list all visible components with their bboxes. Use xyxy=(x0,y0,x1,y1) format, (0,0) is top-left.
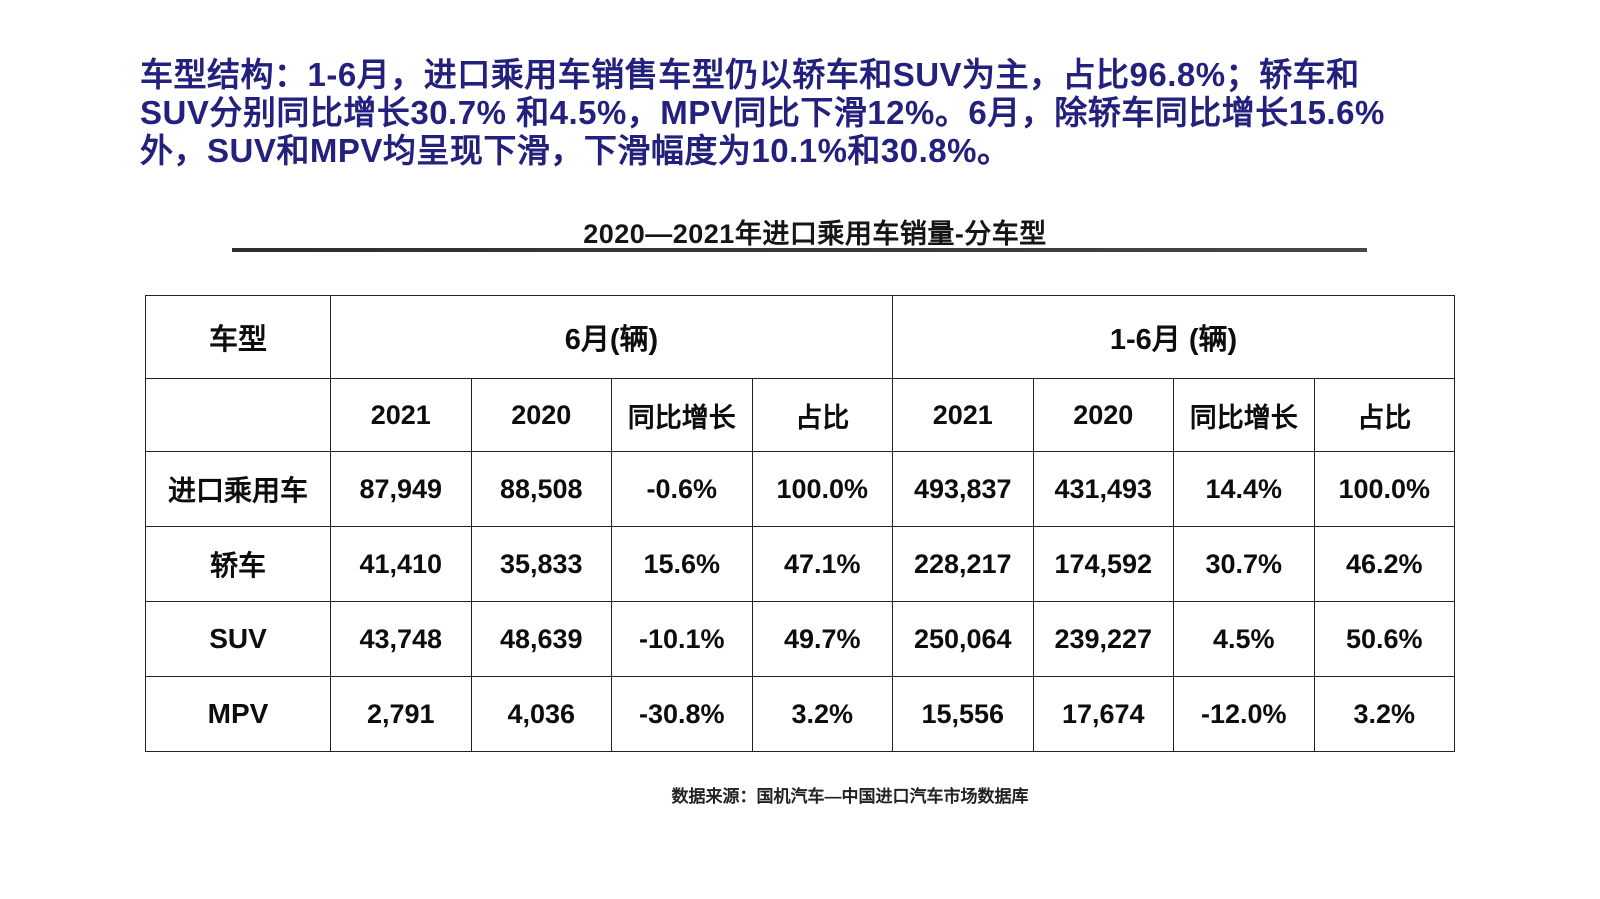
col-header-june-2020: 2020 xyxy=(470,378,612,452)
cell-june-2020: 48,639 xyxy=(470,601,612,677)
col-header-ytd-2020: 2020 xyxy=(1032,378,1174,452)
row-label: MPV xyxy=(145,676,331,752)
col-group-june: 6月(辆) xyxy=(330,295,893,379)
col-header-june-2021: 2021 xyxy=(330,378,472,452)
cell-ytd-share: 46.2% xyxy=(1313,526,1455,602)
cell-ytd-yoy: -12.0% xyxy=(1173,676,1315,752)
headline: 车型结构：1-6月，进口乘用车销售车型仍以轿车和SUV为主，占比96.8%；轿车… xyxy=(140,56,1500,170)
cell-ytd-2020: 17,674 xyxy=(1032,676,1174,752)
cell-june-2021: 2,791 xyxy=(330,676,472,752)
cell-june-yoy: -0.6% xyxy=(611,451,753,527)
title-underline xyxy=(232,248,1367,252)
cell-ytd-2021: 493,837 xyxy=(892,451,1034,527)
cell-june-share: 49.7% xyxy=(751,601,893,677)
cell-june-2020: 4,036 xyxy=(470,676,612,752)
table-group-header-row: 车型 6月(辆) 1-6月 (辆) xyxy=(145,295,1455,379)
col-header-model-type: 车型 xyxy=(145,295,331,379)
cell-june-yoy: 15.6% xyxy=(611,526,753,602)
table-row-mpv: MPV 2,791 4,036 -30.8% 3.2% 15,556 17,67… xyxy=(145,676,1455,752)
headline-line-2: SUV分别同比增长30.7% 和4.5%，MPV同比下滑12%。6月，除轿车同比… xyxy=(140,94,1385,131)
cell-ytd-2021: 15,556 xyxy=(892,676,1034,752)
cell-june-2020: 88,508 xyxy=(470,451,612,527)
cell-june-share: 47.1% xyxy=(751,526,893,602)
col-header-june-yoy: 同比增长 xyxy=(611,378,753,452)
cell-ytd-2020: 239,227 xyxy=(1032,601,1174,677)
cell-june-share: 3.2% xyxy=(751,676,893,752)
table-row-sedan: 轿车 41,410 35,833 15.6% 47.1% 228,217 174… xyxy=(145,526,1455,602)
table-title: 2020—2021年进口乘用车销量-分车型 xyxy=(583,219,1047,249)
cell-june-yoy: -10.1% xyxy=(611,601,753,677)
row-label: SUV xyxy=(145,601,331,677)
cell-ytd-yoy: 14.4% xyxy=(1173,451,1315,527)
table-row-imported-pv: 进口乘用车 87,949 88,508 -0.6% 100.0% 493,837… xyxy=(145,451,1455,527)
row-label: 轿车 xyxy=(145,526,331,602)
cell-ytd-2021: 250,064 xyxy=(892,601,1034,677)
cell-ytd-share: 3.2% xyxy=(1313,676,1455,752)
col-group-jan-june: 1-6月 (辆) xyxy=(892,295,1455,379)
cell-june-yoy: -30.8% xyxy=(611,676,753,752)
cell-ytd-share: 50.6% xyxy=(1313,601,1455,677)
sales-table: 车型 6月(辆) 1-6月 (辆) 2021 2020 同比增长 占比 2021… xyxy=(145,295,1455,752)
headline-line-1: 车型结构：1-6月，进口乘用车销售车型仍以轿车和SUV为主，占比96.8%；轿车… xyxy=(140,56,1360,93)
cell-june-2021: 43,748 xyxy=(330,601,472,677)
cell-june-2020: 35,833 xyxy=(470,526,612,602)
col-header-ytd-share: 占比 xyxy=(1313,378,1455,452)
col-header-empty xyxy=(145,378,331,452)
cell-ytd-yoy: 4.5% xyxy=(1173,601,1315,677)
row-label: 进口乘用车 xyxy=(145,451,331,527)
cell-june-share: 100.0% xyxy=(751,451,893,527)
col-header-june-share: 占比 xyxy=(751,378,893,452)
cell-june-2021: 87,949 xyxy=(330,451,472,527)
cell-ytd-share: 100.0% xyxy=(1313,451,1455,527)
table-row-suv: SUV 43,748 48,639 -10.1% 49.7% 250,064 2… xyxy=(145,601,1455,677)
table-sub-header-row: 2021 2020 同比增长 占比 2021 2020 同比增长 占比 xyxy=(145,378,1455,452)
cell-ytd-2021: 228,217 xyxy=(892,526,1034,602)
cell-june-2021: 41,410 xyxy=(330,526,472,602)
headline-line-3: 外，SUV和MPV均呈现下滑，下滑幅度为10.1%和30.8%。 xyxy=(140,132,1011,169)
col-header-ytd-2021: 2021 xyxy=(892,378,1034,452)
col-header-ytd-yoy: 同比增长 xyxy=(1173,378,1315,452)
data-source-note: 数据来源：国机汽车—中国进口汽车市场数据库 xyxy=(671,787,1029,806)
cell-ytd-2020: 431,493 xyxy=(1032,451,1174,527)
cell-ytd-2020: 174,592 xyxy=(1032,526,1174,602)
cell-ytd-yoy: 30.7% xyxy=(1173,526,1315,602)
